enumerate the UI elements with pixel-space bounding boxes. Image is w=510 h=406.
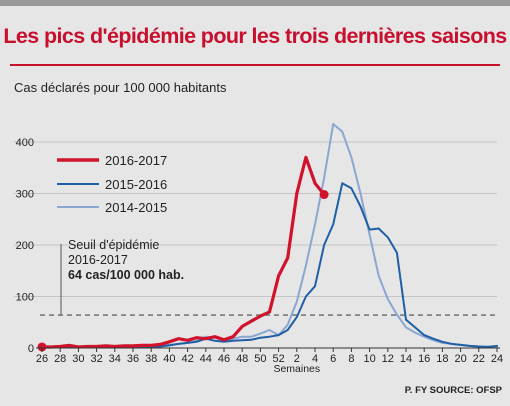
top-bar xyxy=(0,0,510,6)
x-tick-label: 40 xyxy=(163,353,175,365)
x-tick-label: 36 xyxy=(127,353,139,365)
legend-label-2015-2016: 2015-2016 xyxy=(105,177,167,192)
x-tick-label: 28 xyxy=(54,353,66,365)
y-tick-label: 0 xyxy=(28,343,34,355)
x-tick-label: 16 xyxy=(418,353,430,365)
title-rule xyxy=(10,64,500,66)
x-axis-ticks: 26 28 30 32 34 36 38 40 42 44 46 48 50 52 2 4 6 8 10 12 14 16… xyxy=(36,348,503,365)
x-tick-label: 48 xyxy=(236,353,248,365)
x-axis-label: Semaines xyxy=(273,363,320,375)
threshold-annotation: Seuil d'épidémie 2016-2017 64 cas/100 00… xyxy=(68,238,184,282)
x-tick-label: 30 xyxy=(72,353,84,365)
legend-label-2014-2015: 2014-2015 xyxy=(105,200,167,215)
x-tick-label: 14 xyxy=(400,353,412,365)
x-tick-label: 6 xyxy=(330,353,336,365)
x-tick-label: 44 xyxy=(200,353,212,365)
x-tick-label: 34 xyxy=(109,353,121,365)
threshold-group xyxy=(40,244,497,316)
x-tick-label: 18 xyxy=(436,353,448,365)
source-credit: P. FY SOURCE: OFSP xyxy=(404,385,502,396)
y-tick-label: 400 xyxy=(16,137,34,149)
x-tick-label: 50 xyxy=(254,353,266,365)
x-tick-label: 4 xyxy=(312,353,318,365)
x-tick-label: 22 xyxy=(473,353,485,365)
y-tick-label: 200 xyxy=(16,240,34,252)
series-line-2016-2017 xyxy=(40,155,326,349)
y-axis-ticks: 0 100 200 300 400 xyxy=(16,137,34,355)
x-tick-label: 20 xyxy=(454,353,466,365)
grid-lines xyxy=(14,141,497,297)
x-tick-label: 52 xyxy=(272,353,284,365)
y-tick-label: 100 xyxy=(16,292,34,304)
x-tick-label: 10 xyxy=(363,353,375,365)
legend-label-2016-2017: 2016-2017 xyxy=(105,153,167,168)
x-tick-label: 12 xyxy=(382,353,394,365)
series-lines xyxy=(37,123,498,352)
legend: 2016-2017 2015-2016 2014-2015 xyxy=(57,153,167,215)
threshold-label-line1: Seuil d'épidémie xyxy=(68,238,159,252)
chart-subtitle: Cas déclarés pour 100 000 habitants xyxy=(14,80,227,95)
x-tick-label: 46 xyxy=(218,353,230,365)
x-tick-label: 8 xyxy=(348,353,354,365)
x-tick-label: 38 xyxy=(145,353,157,365)
x-tick-label: 24 xyxy=(491,353,503,365)
chart-title: Les pics d'épidémie pour les trois derni… xyxy=(3,24,507,48)
series-start-point xyxy=(37,342,47,352)
series-end-point xyxy=(319,190,329,200)
threshold-label-line3: 64 cas/100 000 hab. xyxy=(68,268,184,282)
x-tick-label: 2 xyxy=(294,353,300,365)
y-tick-label: 300 xyxy=(16,189,34,201)
x-tick-label: 42 xyxy=(181,353,193,365)
x-tick-label: 26 xyxy=(36,353,48,365)
x-tick-label: 32 xyxy=(90,353,102,365)
threshold-label-line2: 2016-2017 xyxy=(68,253,128,267)
